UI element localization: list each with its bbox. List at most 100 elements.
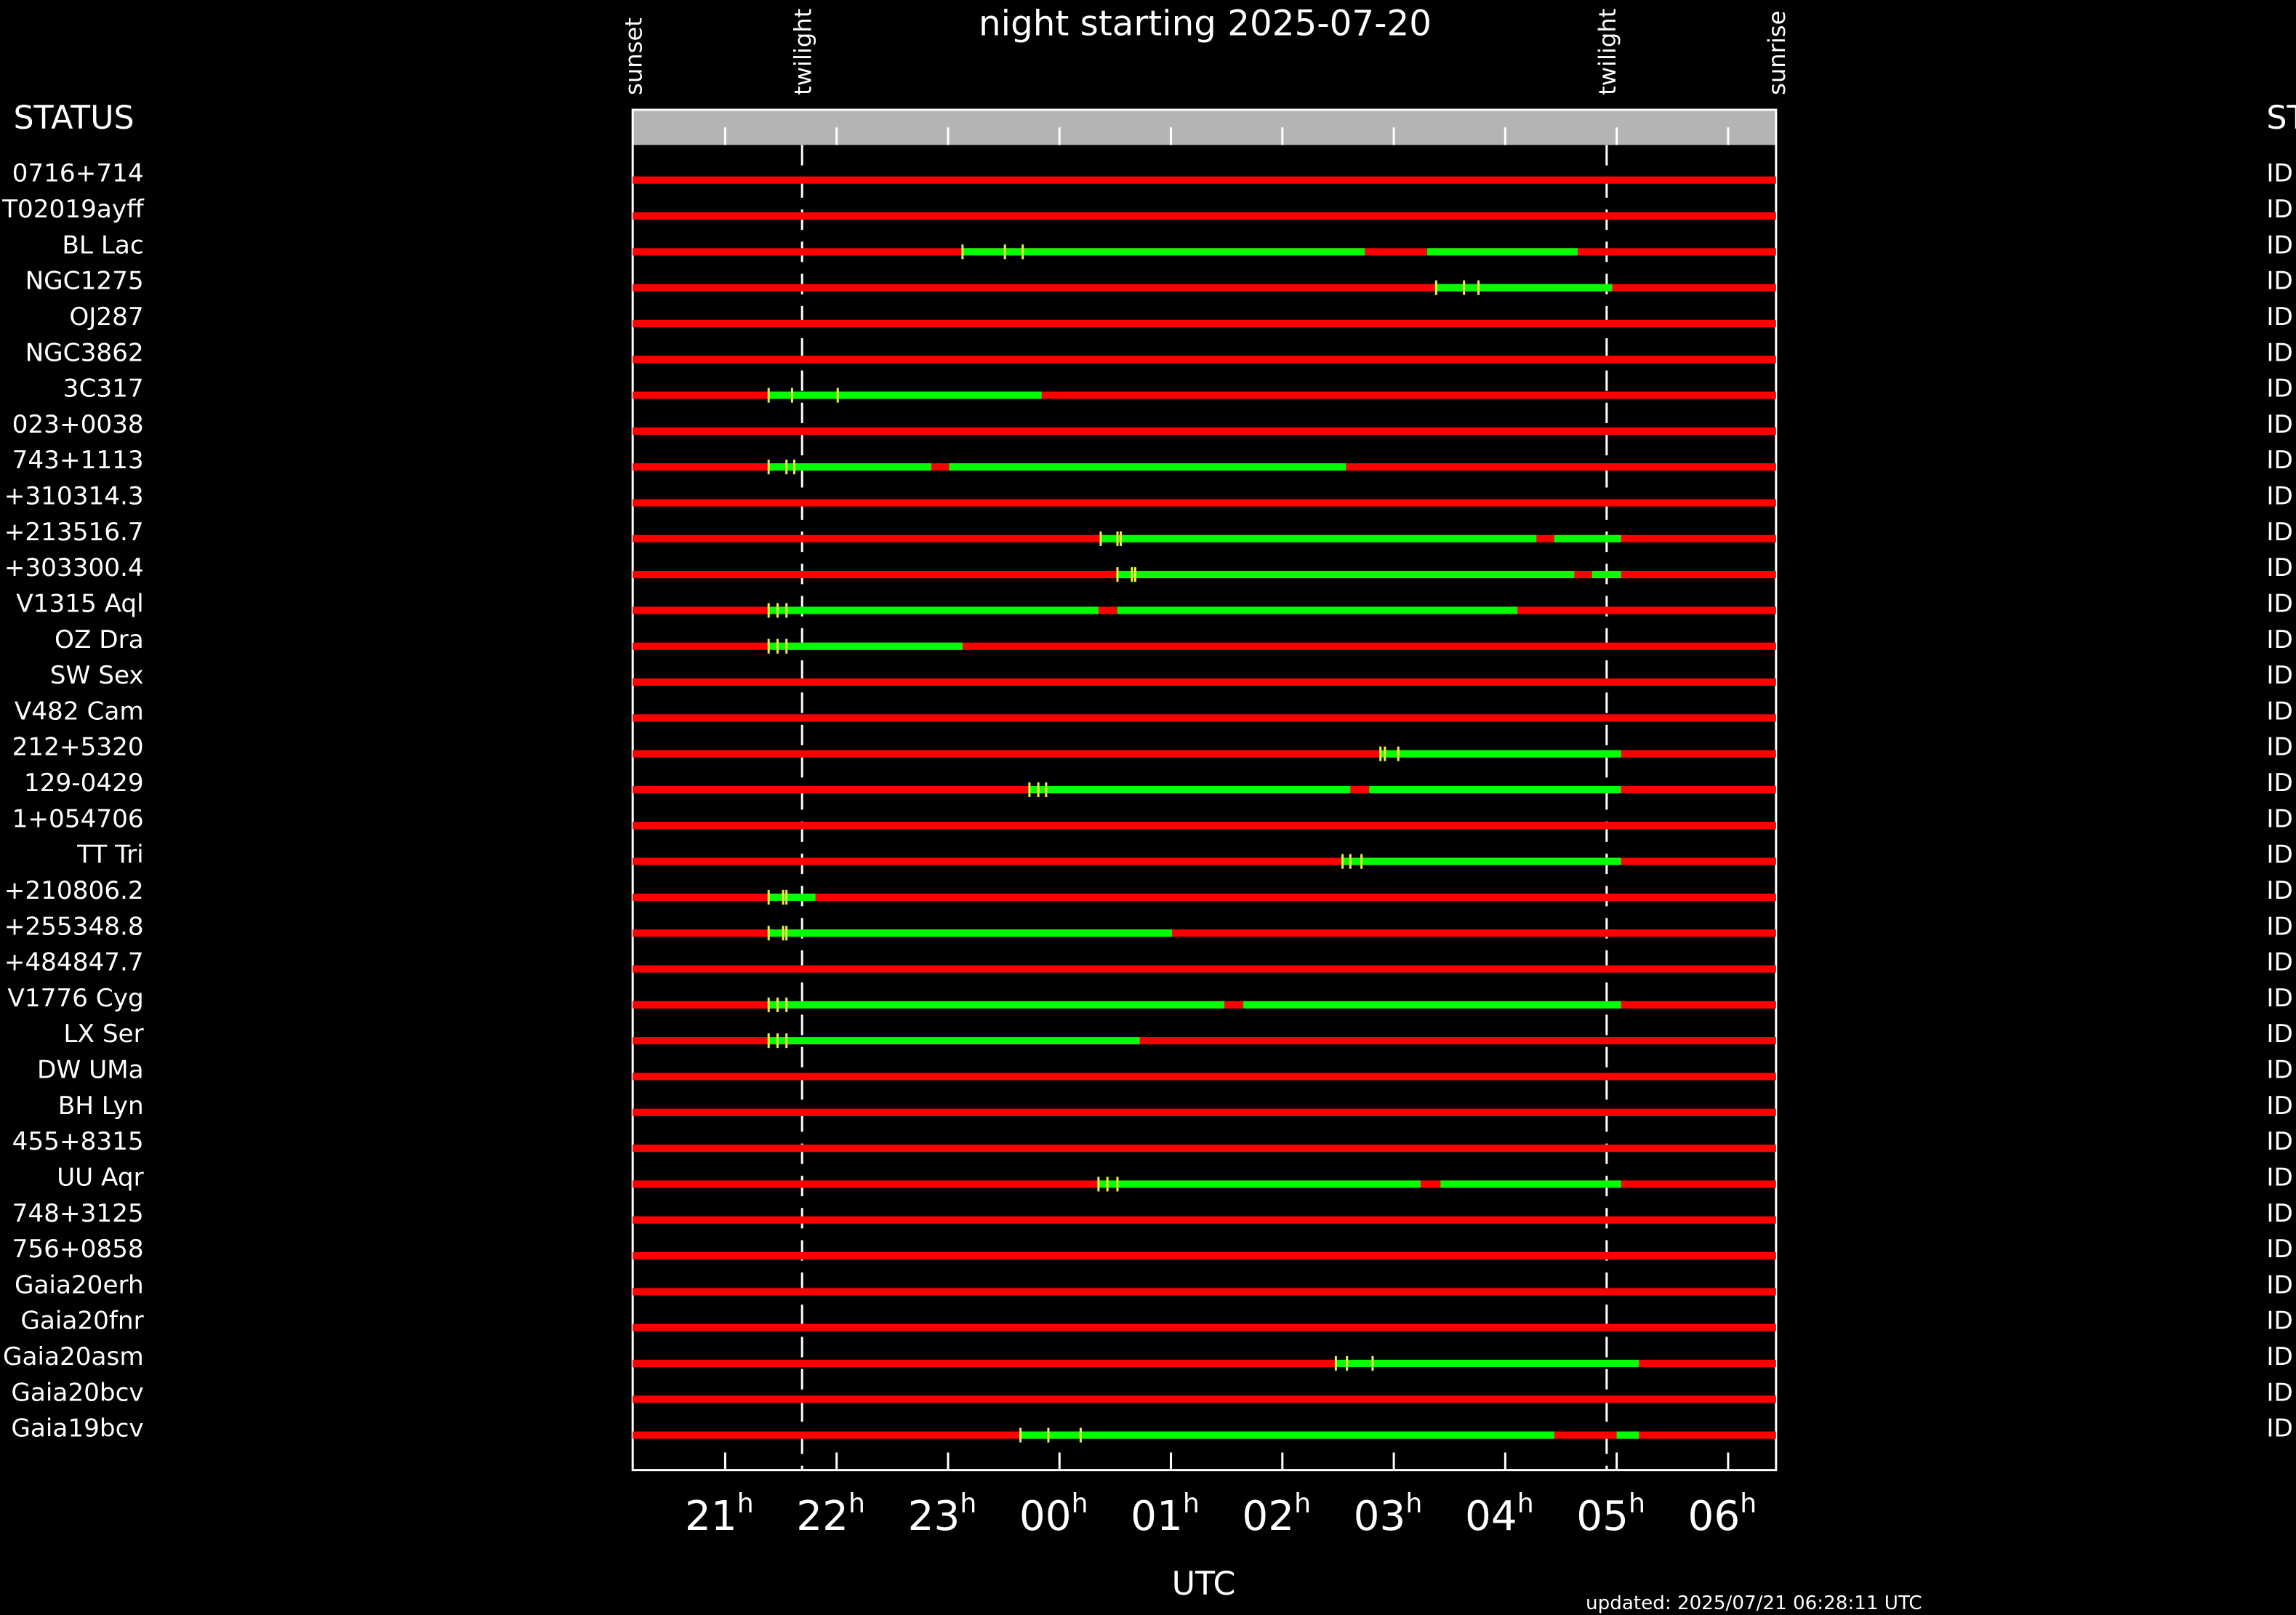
row-status: ID xyxy=(2266,267,2292,296)
row-bar xyxy=(633,893,1776,901)
row-status: ID xyxy=(2266,518,2292,547)
row-bar xyxy=(633,678,1776,686)
row-status: ID xyxy=(2266,1307,2292,1336)
row-bar xyxy=(633,1108,1776,1116)
row-bar xyxy=(633,1323,1776,1331)
row-status: ID xyxy=(2266,769,2292,798)
row-name: DW UMa xyxy=(37,1056,144,1085)
row-bar xyxy=(633,1288,1776,1296)
row-bar xyxy=(633,1037,1776,1045)
row-status: ID xyxy=(2266,231,2292,260)
row-bar xyxy=(633,642,1776,650)
row-status: ID xyxy=(2266,589,2292,618)
x-tick-number: 23 xyxy=(908,1493,960,1540)
updated-note: updated: 2025/07/21 06:28:11 UTC xyxy=(1586,1592,1922,1614)
row-bar xyxy=(633,857,1776,865)
x-tick-number: 02 xyxy=(1242,1493,1294,1540)
row-name: 023+0038 xyxy=(12,410,144,439)
observable-segment xyxy=(768,929,1173,937)
chart-title: night starting 2025-07-20 xyxy=(979,3,1432,44)
event-label: sunrise xyxy=(1763,11,1791,95)
row-status: ID xyxy=(2266,195,2292,224)
row-name: 455+8315 xyxy=(12,1127,144,1156)
observable-segment xyxy=(1436,284,1613,292)
x-tick-number: 01 xyxy=(1131,1493,1183,1540)
row-bar xyxy=(633,1216,1776,1224)
row-name: OJ287 xyxy=(69,302,143,332)
row-name: SW Sex xyxy=(50,661,144,690)
x-tick-label: 02h xyxy=(1242,1488,1311,1540)
row-bar xyxy=(633,499,1776,507)
row-status: ID xyxy=(2266,1091,2292,1121)
observable-segment xyxy=(768,463,931,471)
row-status: ID xyxy=(2266,841,2292,870)
row-name: +310314.3 xyxy=(4,482,144,511)
row-name: UU Aqr xyxy=(57,1163,144,1192)
row-bar xyxy=(633,356,1776,364)
row-name: Gaia19bcv xyxy=(11,1414,143,1443)
observable-segment xyxy=(949,463,1346,471)
row-name: LX Ser xyxy=(63,1019,144,1049)
x-tick-number: 04 xyxy=(1465,1493,1517,1540)
observable-segment xyxy=(1098,1180,1421,1188)
row-name: V1776 Cyg xyxy=(7,984,143,1013)
row-status: ID xyxy=(2266,1378,2292,1407)
row-name: BH Lyn xyxy=(58,1091,144,1121)
row-name: +303300.4 xyxy=(4,553,144,582)
row-bar xyxy=(633,1395,1776,1403)
event-label: twilight xyxy=(1594,9,1621,95)
row-status: ID xyxy=(2266,1199,2292,1228)
row-name: TT Tri xyxy=(76,841,144,870)
row-status: ID xyxy=(2266,302,2292,332)
x-tick-number: 06 xyxy=(1688,1493,1741,1540)
observable-segment xyxy=(962,248,1365,256)
row-name: 743+1113 xyxy=(12,446,144,475)
row-status: ID xyxy=(2266,661,2292,690)
x-tick-suffix: h xyxy=(1405,1488,1422,1519)
row-bar xyxy=(633,319,1776,327)
observable-segment xyxy=(768,391,1042,399)
x-tick-label: 03h xyxy=(1354,1488,1423,1540)
row-name: 748+3125 xyxy=(12,1199,144,1228)
row-status: ID xyxy=(2266,374,2292,404)
observable-segment xyxy=(1591,571,1621,579)
right-header: ST xyxy=(2266,100,2296,137)
row-bar xyxy=(633,714,1776,722)
observable-segment xyxy=(1117,606,1518,614)
row-status: ID xyxy=(2266,948,2292,977)
row-status: ID xyxy=(2266,876,2292,905)
observable-segment xyxy=(768,1037,1140,1045)
row-status: ID xyxy=(2266,912,2292,941)
row-name: OZ Dra xyxy=(55,625,144,654)
row-bar xyxy=(633,1145,1776,1153)
event-label: sunset xyxy=(619,17,647,95)
x-tick-number: 05 xyxy=(1576,1493,1629,1540)
row-status: ID xyxy=(2266,482,2292,511)
x-tick-suffix: h xyxy=(1629,1488,1645,1519)
x-tick-label: 22h xyxy=(796,1488,865,1540)
row-bar xyxy=(633,391,1776,399)
observable-segment xyxy=(1342,857,1621,865)
observable-segment xyxy=(768,893,816,901)
row-status: ID xyxy=(2266,1235,2292,1264)
x-tick-number: 22 xyxy=(796,1493,848,1540)
row-bar xyxy=(633,1073,1776,1081)
x-tick-label: 05h xyxy=(1576,1488,1645,1540)
row-name: 212+5320 xyxy=(12,733,144,762)
observable-segment xyxy=(1020,1431,1554,1439)
x-tick-suffix: h xyxy=(960,1488,976,1519)
observable-segment xyxy=(768,642,963,650)
row-name: BL Lac xyxy=(62,231,143,260)
observable-segment xyxy=(1243,1001,1621,1009)
row-bar xyxy=(633,965,1776,973)
row-name: T02019ayff xyxy=(1,195,145,224)
row-status: ID xyxy=(2266,697,2292,726)
row-name: 1+054706 xyxy=(12,804,144,833)
row-name: Gaia20fnr xyxy=(20,1307,144,1336)
row-status: ID xyxy=(2266,338,2292,367)
x-tick-suffix: h xyxy=(1183,1488,1200,1519)
row-status: ID xyxy=(2266,410,2292,439)
row-name: NGC1275 xyxy=(25,267,144,296)
row-bar xyxy=(633,427,1776,435)
